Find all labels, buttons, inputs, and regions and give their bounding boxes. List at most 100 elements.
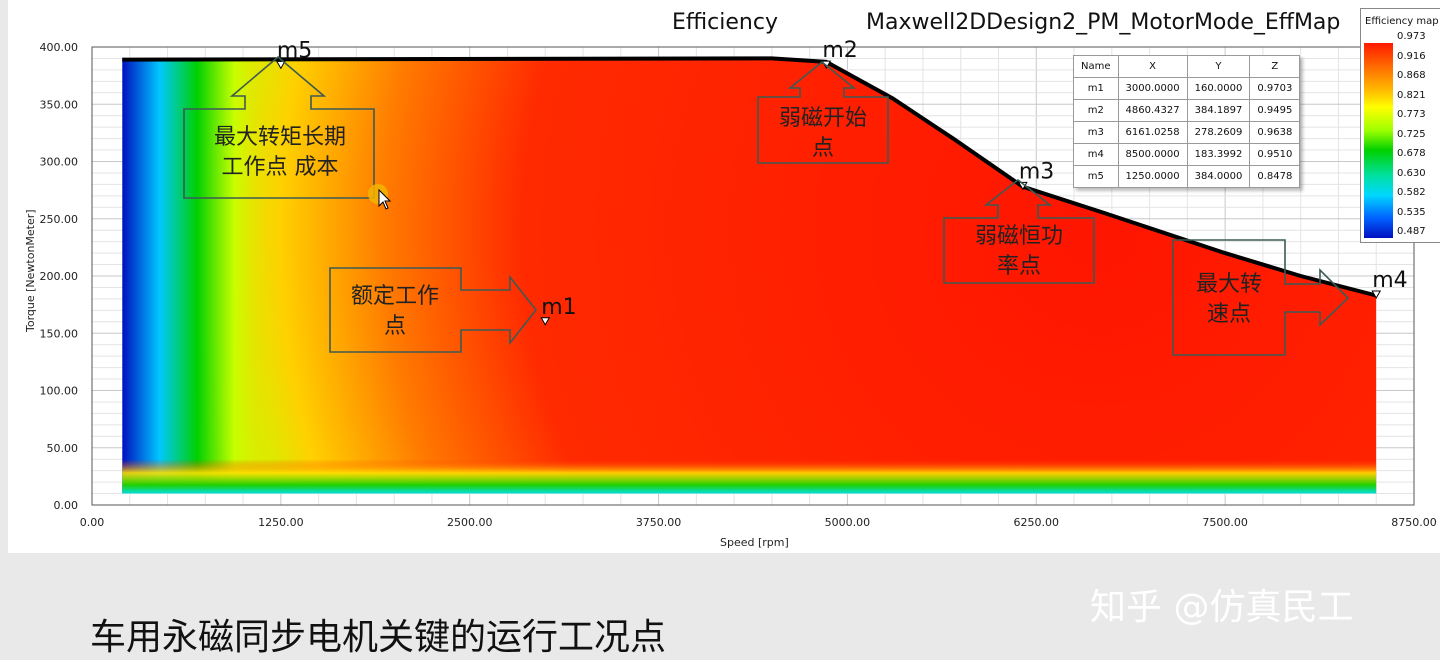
table-row: m5 1250.0000 384.0000 0.8478 <box>1073 165 1301 188</box>
col-header: X <box>1117 55 1188 78</box>
callout-line: 率点 <box>996 254 1041 279</box>
callout-m1-shape <box>329 267 538 353</box>
table-row: m4 8500.0000 183.3992 0.9510 <box>1073 143 1301 166</box>
callout-m2-text: 弱磁开始 点 <box>760 104 886 164</box>
col-header: Z <box>1249 55 1301 78</box>
callout-m3-shape <box>943 178 1095 284</box>
x-tick-label: 3750.00 <box>636 516 682 529</box>
callout-m4-shape <box>1172 239 1350 356</box>
colorbar-value: 0.773 <box>1397 109 1426 120</box>
y-tick-label: 350.00 <box>40 98 79 111</box>
colorbar-value: 0.916 <box>1397 50 1426 62</box>
table-cell: 4860.4327 <box>1117 99 1188 122</box>
axis-ticks: 0.00 1250.00 2500.00 3750.00 5000.00 6250.00 7… <box>40 41 1437 529</box>
axes-frame <box>91 46 1415 506</box>
table-row: m3 6161.0258 278.2609 0.9638 <box>1073 121 1301 144</box>
marker-m1-symbol <box>540 317 551 326</box>
marker-m4-symbol <box>1371 290 1382 300</box>
table-cell: 8500.0000 <box>1117 143 1188 166</box>
mouse-cursor <box>368 184 392 210</box>
marker-table-header: Name X Y Z <box>1073 55 1301 78</box>
table-row: m2 4860.4327 384.1897 0.9495 <box>1073 99 1301 122</box>
colorbar-legend: Efficiency map 0.973 0.916 0.868 0.821 0.773… <box>1360 8 1440 243</box>
callout-m5-shape <box>183 55 375 199</box>
table-cell: 0.9638 <box>1249 121 1301 144</box>
callout-line: 最大转 <box>1195 272 1262 297</box>
colorbar-value: 0.725 <box>1397 128 1426 140</box>
callout-m1-text: 额定工作 点 <box>335 282 455 342</box>
callout-line: 最大转矩长期 <box>213 125 346 150</box>
y-tick-label: 100.00 <box>40 385 79 398</box>
colorbar-gradient <box>1364 43 1393 238</box>
table-cell: m5 <box>1073 165 1119 188</box>
callout-arrows <box>183 55 1350 356</box>
table-cell: 160.0000 <box>1186 77 1251 100</box>
marker-m1-label: m1 <box>541 295 576 320</box>
x-tick-label: 0.00 <box>80 516 105 529</box>
colorbar-value: 0.973 <box>1397 31 1426 42</box>
x-tick-label: 1250.00 <box>258 516 304 529</box>
table-cell: m4 <box>1073 143 1119 166</box>
callout-line: 点 <box>383 314 406 339</box>
marker-table: Name X Y Z m1 3000.0000 160.0000 0.9703 … <box>1073 55 1301 188</box>
table-cell: m3 <box>1073 121 1119 144</box>
colorbar-value: 0.535 <box>1397 206 1426 218</box>
y-axis-label: Torque [NewtonMeter] <box>24 209 37 332</box>
table-cell: 0.9703 <box>1249 77 1301 100</box>
colorbar-value: 0.868 <box>1397 70 1426 81</box>
table-cell: 384.1897 <box>1186 99 1251 122</box>
x-axis-label: Speed [rpm] <box>720 536 789 549</box>
y-tick-label: 150.00 <box>40 327 79 340</box>
col-header: Y <box>1186 55 1251 78</box>
table-cell: 1250.0000 <box>1117 165 1188 188</box>
y-tick-label: 400.00 <box>40 41 79 54</box>
table-cell: 0.9510 <box>1249 143 1301 166</box>
marker-m5-label: m5 <box>277 38 312 63</box>
chart-title: Efficiency <box>672 10 778 35</box>
colorbar-value: 0.630 <box>1397 167 1426 179</box>
x-tick-label: 8750.00 <box>1391 516 1437 529</box>
table-cell: 384.0000 <box>1186 165 1251 188</box>
callout-line: 额定工作 <box>350 284 439 309</box>
callout-line: 工作点 成本 <box>221 155 339 180</box>
callout-m3-text: 弱磁恒功 率点 <box>946 222 1092 282</box>
slide-caption: 车用永磁同步电机关键的运行工况点 <box>90 617 667 658</box>
table-cell: m2 <box>1073 99 1119 122</box>
colorbar-value: 0.582 <box>1397 187 1426 198</box>
y-tick-label: 300.00 <box>40 156 79 169</box>
table-cell: 3000.0000 <box>1117 77 1188 100</box>
y-tick-label: 200.00 <box>40 270 79 283</box>
torque-speed-envelope <box>122 56 1377 298</box>
callout-m4-text: 最大转 速点 <box>1175 270 1283 330</box>
marker-m5-symbol <box>275 60 286 70</box>
x-tick-label: 2500.00 <box>447 516 493 529</box>
callout-m5-text: 最大转矩长期 工作点 成本 <box>190 123 370 183</box>
marker-m2-label: m2 <box>822 38 857 63</box>
col-header: Name <box>1073 55 1119 78</box>
y-tick-label: 50.00 <box>47 442 79 455</box>
table-cell: 0.8478 <box>1249 165 1301 188</box>
colorbar-value: 0.678 <box>1397 148 1426 159</box>
table-row: m1 3000.0000 160.0000 0.9703 <box>1073 77 1301 100</box>
x-tick-label: 6250.00 <box>1014 516 1060 529</box>
callout-line: 速点 <box>1206 302 1251 327</box>
callout-line: 点 <box>811 136 834 161</box>
table-cell: 278.2609 <box>1186 121 1251 144</box>
table-cell: 0.9495 <box>1249 99 1301 122</box>
callout-line: 弱磁恒功 <box>974 224 1063 249</box>
x-tick-label: 5000.00 <box>825 516 871 529</box>
table-cell: m1 <box>1073 77 1119 100</box>
colorbar-title: Efficiency map <box>1365 16 1439 27</box>
callout-line: 弱磁开始 <box>778 106 867 131</box>
x-tick-label: 7500.00 <box>1202 516 1248 529</box>
colorbar-value: 0.821 <box>1397 89 1426 101</box>
y-tick-label: 0.00 <box>54 499 79 512</box>
table-cell: 183.3992 <box>1186 143 1251 166</box>
marker-m4-label: m4 <box>1372 268 1407 293</box>
colorbar-value: 0.487 <box>1397 226 1426 237</box>
design-title: Maxwell2DDesign2_PM_MotorMode_EffMap <box>866 10 1341 35</box>
y-tick-label: 250.00 <box>40 213 79 226</box>
marker-m3-label: m3 <box>1019 159 1054 184</box>
watermark: 知乎 @仿真民工 <box>1090 587 1354 628</box>
